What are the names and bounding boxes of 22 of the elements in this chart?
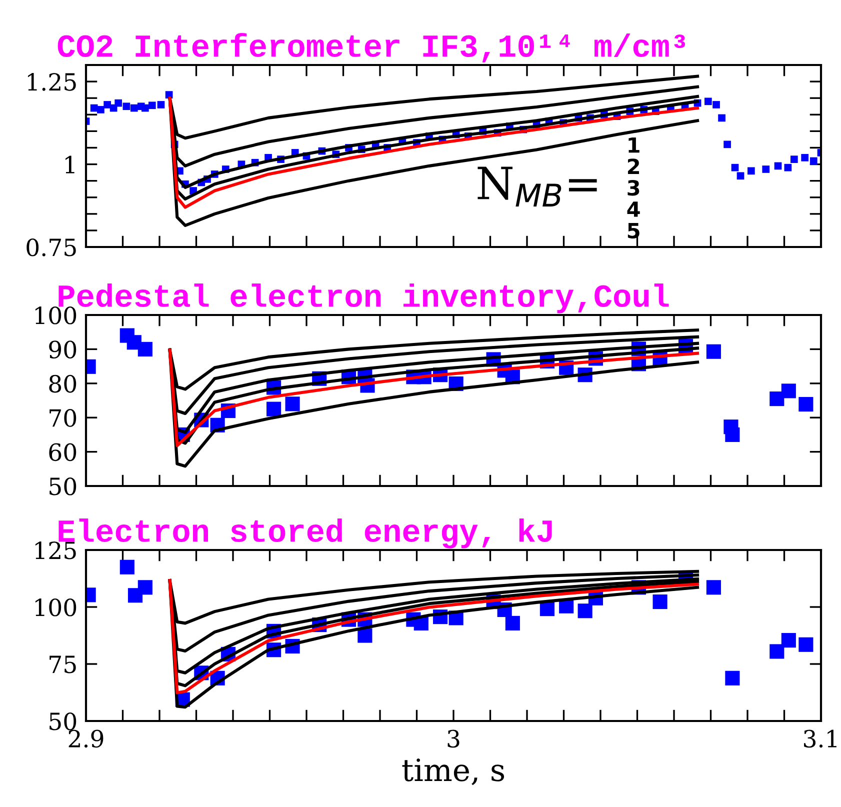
x-tick-label: 2.9 bbox=[68, 730, 104, 748]
chart-title: CO2 Interferometer IF3,10¹⁴ m/cm³ bbox=[58, 33, 686, 62]
y-tick-label: 1 bbox=[66, 156, 74, 174]
y-tick-label: 90 bbox=[49, 340, 76, 359]
annotation: 5 bbox=[628, 223, 640, 238]
y-tick-label: 50 bbox=[50, 712, 76, 730]
y-tick-label: 50 bbox=[50, 477, 76, 496]
x-axis-title: time, s bbox=[402, 758, 504, 786]
y-tick-label: 70 bbox=[50, 409, 76, 427]
annotation: 4 bbox=[627, 202, 640, 217]
annotation: 2 bbox=[628, 158, 640, 174]
x-tick-label: 3 bbox=[448, 730, 460, 748]
y-tick-label: 1.25 bbox=[28, 72, 76, 91]
y-tick-label: 80 bbox=[49, 374, 76, 393]
y-tick-label: 0.75 bbox=[26, 238, 76, 256]
y-tick-label: 60 bbox=[49, 443, 76, 462]
annotation: N$_{MB}$= bbox=[478, 166, 597, 206]
x-tick-label: 3.1 bbox=[804, 730, 836, 748]
y-tick-label: 75 bbox=[50, 656, 76, 674]
y-tick-label: 100 bbox=[35, 598, 76, 616]
annotation: 3 bbox=[628, 180, 640, 196]
annotation: 1 bbox=[628, 137, 640, 153]
